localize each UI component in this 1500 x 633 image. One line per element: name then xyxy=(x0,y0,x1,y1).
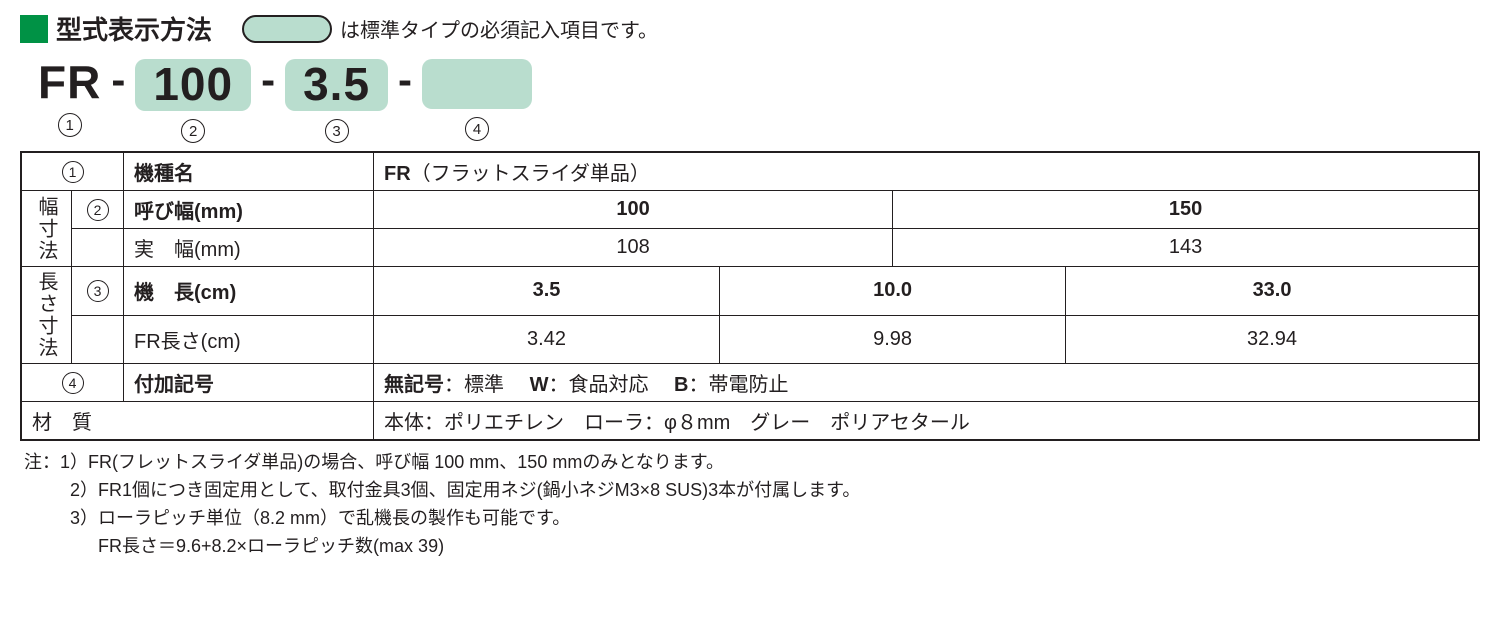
row7-value: 本体：ポリエチレン ローラ：φ８mm グレー ポリアセタール xyxy=(374,402,1480,441)
row3-blank xyxy=(72,229,124,267)
group-width-label: 幅寸法 xyxy=(21,191,72,267)
table-row: 材 質 本体：ポリエチレン ローラ：φ８mm グレー ポリアセタール xyxy=(21,402,1479,441)
note-3: 3）ローラピッチ単位（8.2 mm）で乱機長の製作も可能です。 xyxy=(24,505,1480,533)
row2-label: 呼び幅(mm) xyxy=(124,191,374,229)
table-row: 実 幅(mm) 108 143 xyxy=(21,229,1479,267)
header-note: は標準タイプの必須記入項目です。 xyxy=(340,14,658,43)
row3-v2: 143 xyxy=(893,229,1479,267)
row1-value: FR（フラットスライダ単品） xyxy=(374,152,1480,191)
format-part-3-box: 3.5 xyxy=(285,59,388,111)
row4-v2: 10.0 xyxy=(720,267,1066,316)
row5-v2: 9.98 xyxy=(720,315,1066,364)
row2-v1: 100 xyxy=(374,191,893,229)
circled-3-icon: 3 xyxy=(325,119,349,143)
row2-num: 2 xyxy=(72,191,124,229)
table-row: FR長さ(cm) 3.42 9.98 32.94 xyxy=(21,315,1479,364)
format-part-2-box: 100 xyxy=(135,59,251,111)
format-part-3: 3.5 xyxy=(303,58,370,110)
row3-v1: 108 xyxy=(374,229,893,267)
row3-label: 実 幅(mm) xyxy=(124,229,374,267)
row4-label: 機 長(cm) xyxy=(124,267,374,316)
row4-v3: 33.0 xyxy=(1066,267,1479,316)
row7-label: 材 質 xyxy=(21,402,374,441)
header-title: 型式表示方法 xyxy=(56,10,212,47)
row5-label: FR長さ(cm) xyxy=(124,315,374,364)
note-1: 1）FR(フレットスライダ単品)の場合、呼び幅 100 mm、150 mmのみと… xyxy=(60,452,724,472)
row6-value: 無記号：標準 W：食品対応 B：帯電防止 xyxy=(374,364,1480,402)
row5-v1: 3.42 xyxy=(374,315,720,364)
format-part-4-box xyxy=(422,59,532,109)
notes-prefix: 注： xyxy=(24,452,60,472)
separator: - xyxy=(394,59,416,101)
square-marker-icon xyxy=(20,15,48,43)
row1-label: 機種名 xyxy=(124,152,374,191)
note-4: FR長さ＝9.6+8.2×ローラピッチ数(max 39) xyxy=(24,533,1480,561)
circled-4-icon: 4 xyxy=(465,117,489,141)
table-row: 1 機種名 FR（フラットスライダ単品） xyxy=(21,152,1479,191)
row4-num: 3 xyxy=(72,267,124,316)
table-row: 長さ寸法 3 機 長(cm) 3.5 10.0 33.0 xyxy=(21,267,1479,316)
row1-num: 1 xyxy=(21,152,124,191)
circled-2-icon: 2 xyxy=(181,119,205,143)
table-row: 幅寸法 2 呼び幅(mm) 100 150 xyxy=(21,191,1479,229)
spec-table: 1 機種名 FR（フラットスライダ単品） 幅寸法 2 呼び幅(mm) 100 1… xyxy=(20,151,1480,441)
notes: 注：1）FR(フレットスライダ単品)の場合、呼び幅 100 mm、150 mmの… xyxy=(24,449,1480,561)
row2-v2: 150 xyxy=(893,191,1479,229)
row6-num: 4 xyxy=(21,364,124,402)
row5-v3: 32.94 xyxy=(1066,315,1479,364)
circled-1-icon: 1 xyxy=(58,113,82,137)
format-part-2: 100 xyxy=(153,58,233,110)
pill-icon xyxy=(242,15,332,43)
row5-blank xyxy=(72,315,124,364)
separator: - xyxy=(107,59,129,101)
row4-v1: 3.5 xyxy=(374,267,720,316)
row6-label: 付加記号 xyxy=(124,364,374,402)
format-part-1: FR xyxy=(38,59,101,105)
table-row: 4 付加記号 無記号：標準 W：食品対応 B：帯電防止 xyxy=(21,364,1479,402)
separator: - xyxy=(257,59,279,101)
format-code: FR 1 - 100 2 - 3.5 3 - 4 xyxy=(38,59,1480,143)
note-2: 2）FR1個につき固定用として、取付金具3個、固定用ネジ(鍋小ネジM3×8 SU… xyxy=(24,477,1480,505)
group-length-label: 長さ寸法 xyxy=(21,267,72,364)
header: 型式表示方法 は標準タイプの必須記入項目です。 xyxy=(20,10,1480,47)
